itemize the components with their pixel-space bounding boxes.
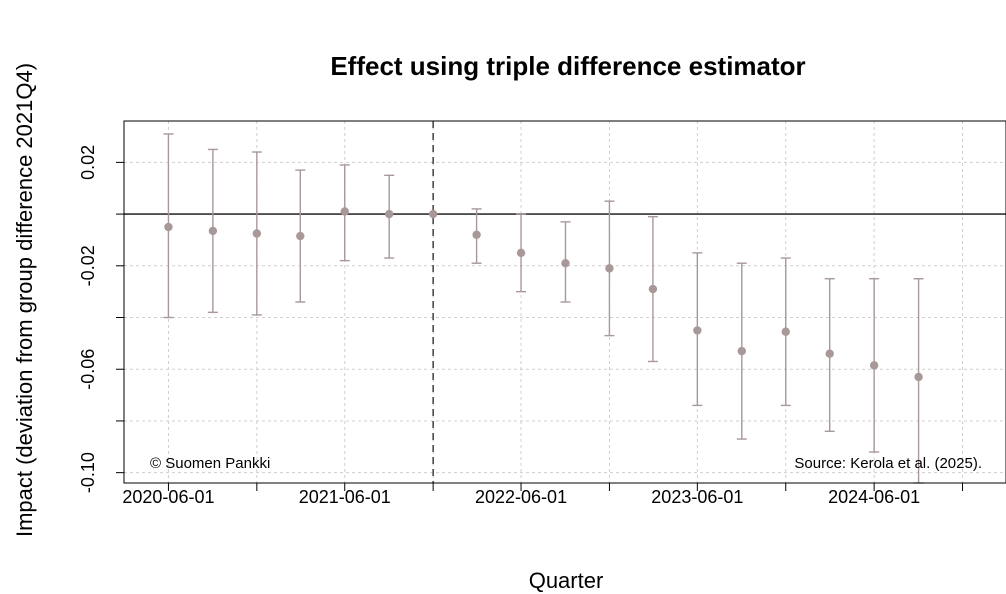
x-tick-label: 2022-06-01 <box>475 487 567 507</box>
data-point <box>737 346 746 356</box>
reference-lines <box>124 121 1006 483</box>
y-tick-label: 0.02 <box>78 145 98 180</box>
plot-frame <box>123 120 1006 484</box>
x-tick-label: 2024-06-01 <box>828 487 920 507</box>
x-axis-label: Quarter <box>529 568 604 593</box>
y-tick-label: -0.02 <box>78 245 98 286</box>
x-tick-label: 2020-06-01 <box>122 487 214 507</box>
data-point <box>605 264 614 273</box>
data-marks <box>163 133 924 484</box>
x-tick-label: 2023-06-01 <box>651 487 743 507</box>
copyright-note: © Suomen Pankki <box>150 455 270 472</box>
data-point <box>693 326 702 335</box>
data-point <box>914 372 923 382</box>
data-point <box>825 349 834 358</box>
data-point <box>516 248 526 258</box>
data-point <box>296 231 305 241</box>
data-point <box>648 284 658 294</box>
data-point <box>869 361 879 370</box>
data-point <box>208 226 218 236</box>
data-point <box>781 327 790 336</box>
source-note: Source: Kerola et al. (2025). <box>794 455 982 472</box>
y-tick-label: -0.06 <box>78 349 98 390</box>
data-point <box>252 229 262 238</box>
axes: 0.02 -0.02 -0.06 -0.10 2020-06-01 2021-06-01 2… <box>78 145 964 507</box>
data-point <box>164 222 173 232</box>
x-tick-label: 2021-06-01 <box>299 487 391 507</box>
y-tick-label: -0.10 <box>78 452 98 493</box>
chart-title: Effect using triple difference estimator <box>330 51 805 81</box>
data-point <box>384 209 394 219</box>
data-point <box>472 230 481 239</box>
y-axis-label: Impact (deviation from group difference … <box>12 63 37 537</box>
data-point <box>561 259 570 268</box>
data-point <box>340 207 349 216</box>
data-point <box>428 209 438 219</box>
